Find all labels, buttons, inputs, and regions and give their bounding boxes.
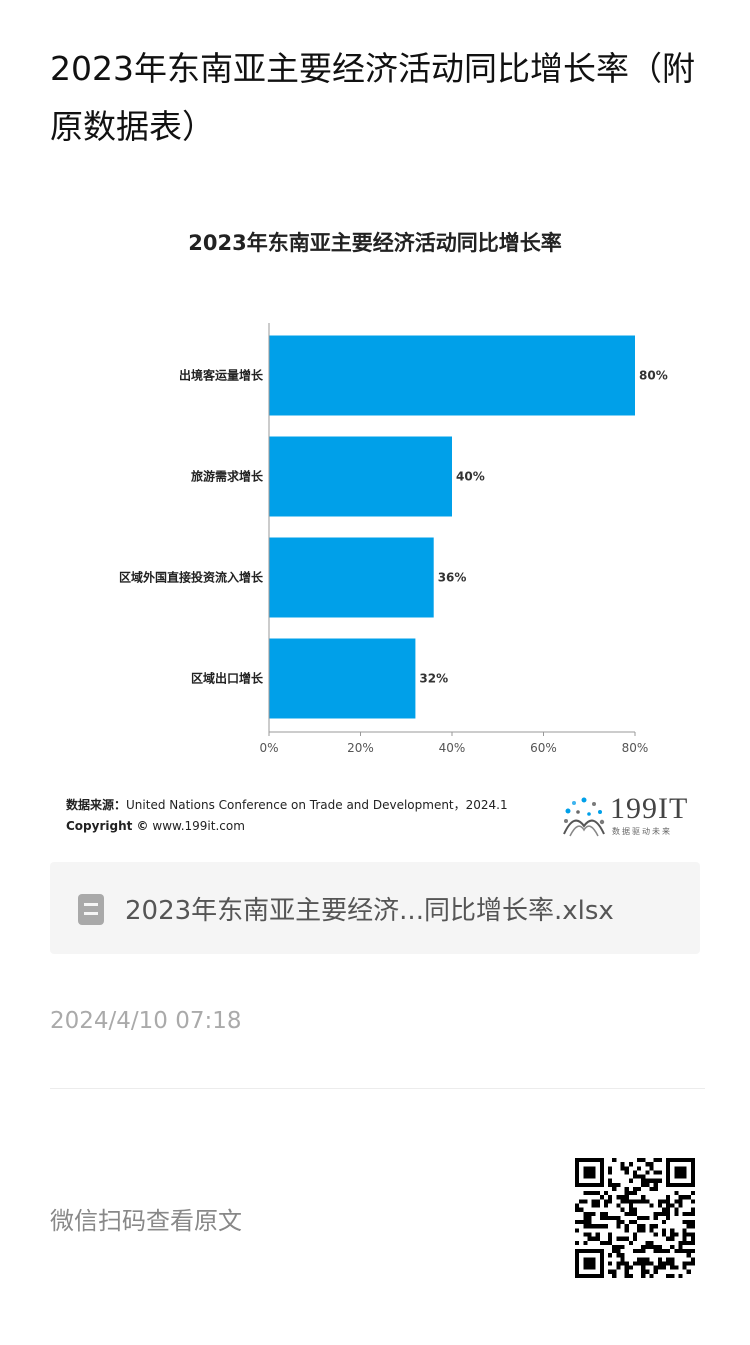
source-label: 数据来源：	[66, 798, 127, 812]
article-title: 2023年东南亚主要经济活动同比增长率（附原数据表）	[50, 49, 695, 146]
category-label: 区域外国直接投资流入增长	[119, 570, 264, 585]
source-block: 数据来源：United Nations Conference on Trade …	[66, 795, 508, 837]
copyright-url: www.199it.com	[152, 819, 245, 833]
chart-title: 2023年东南亚主要经济活动同比增长率	[188, 231, 562, 255]
bar	[269, 638, 416, 719]
qr-code-icon[interactable]	[575, 1158, 695, 1278]
category-label: 出境客运量增长	[179, 368, 264, 383]
x-tick-label: 0%	[259, 741, 278, 755]
copyright-label: Copyright ©	[66, 819, 149, 833]
x-tick-label: 60%	[530, 741, 557, 755]
scan-to-view-text: 微信扫码查看原文	[50, 1207, 242, 1235]
divider	[50, 1088, 705, 1089]
bar	[269, 537, 434, 618]
bar	[269, 335, 635, 416]
data-label: 36%	[438, 571, 467, 585]
chart-image: 出境客运量增长 80% 旅游需求增长 40% 区域外国直接投资流入增长 36% 区域出口增长…	[50, 215, 700, 845]
bar	[269, 436, 452, 517]
x-tick-label: 20%	[347, 741, 374, 755]
data-label: 40%	[456, 470, 485, 484]
category-label: 旅游需求增长	[191, 469, 264, 484]
logo-text: 199IT	[610, 792, 689, 825]
data-label: 80%	[639, 369, 668, 383]
attachment-card[interactable]: 2023年东南亚主要经济...同比增长率.xlsx	[50, 862, 700, 954]
spreadsheet-file-icon	[78, 894, 104, 925]
category-label: 区域出口增长	[191, 671, 264, 686]
logo-dots-icon	[563, 797, 605, 837]
publish-timestamp: 2024/4/10 07:18	[50, 1008, 242, 1034]
x-tick-label: 80%	[622, 741, 649, 755]
bar-chart: 出境客运量增长 80% 旅游需求增长 40% 区域外国直接投资流入增长 36% 区域出口增长…	[119, 323, 668, 755]
x-tick-label: 40%	[439, 741, 466, 755]
attachment-filename[interactable]: 2023年东南亚主要经济...同比增长率.xlsx	[125, 896, 614, 926]
source-text: United Nations Conference on Trade and D…	[126, 798, 508, 812]
brand-logo: 199IT 数据驱动未来	[560, 792, 700, 838]
logo-subtitle: 数据驱动未来	[612, 827, 672, 836]
data-label: 32%	[419, 672, 448, 686]
